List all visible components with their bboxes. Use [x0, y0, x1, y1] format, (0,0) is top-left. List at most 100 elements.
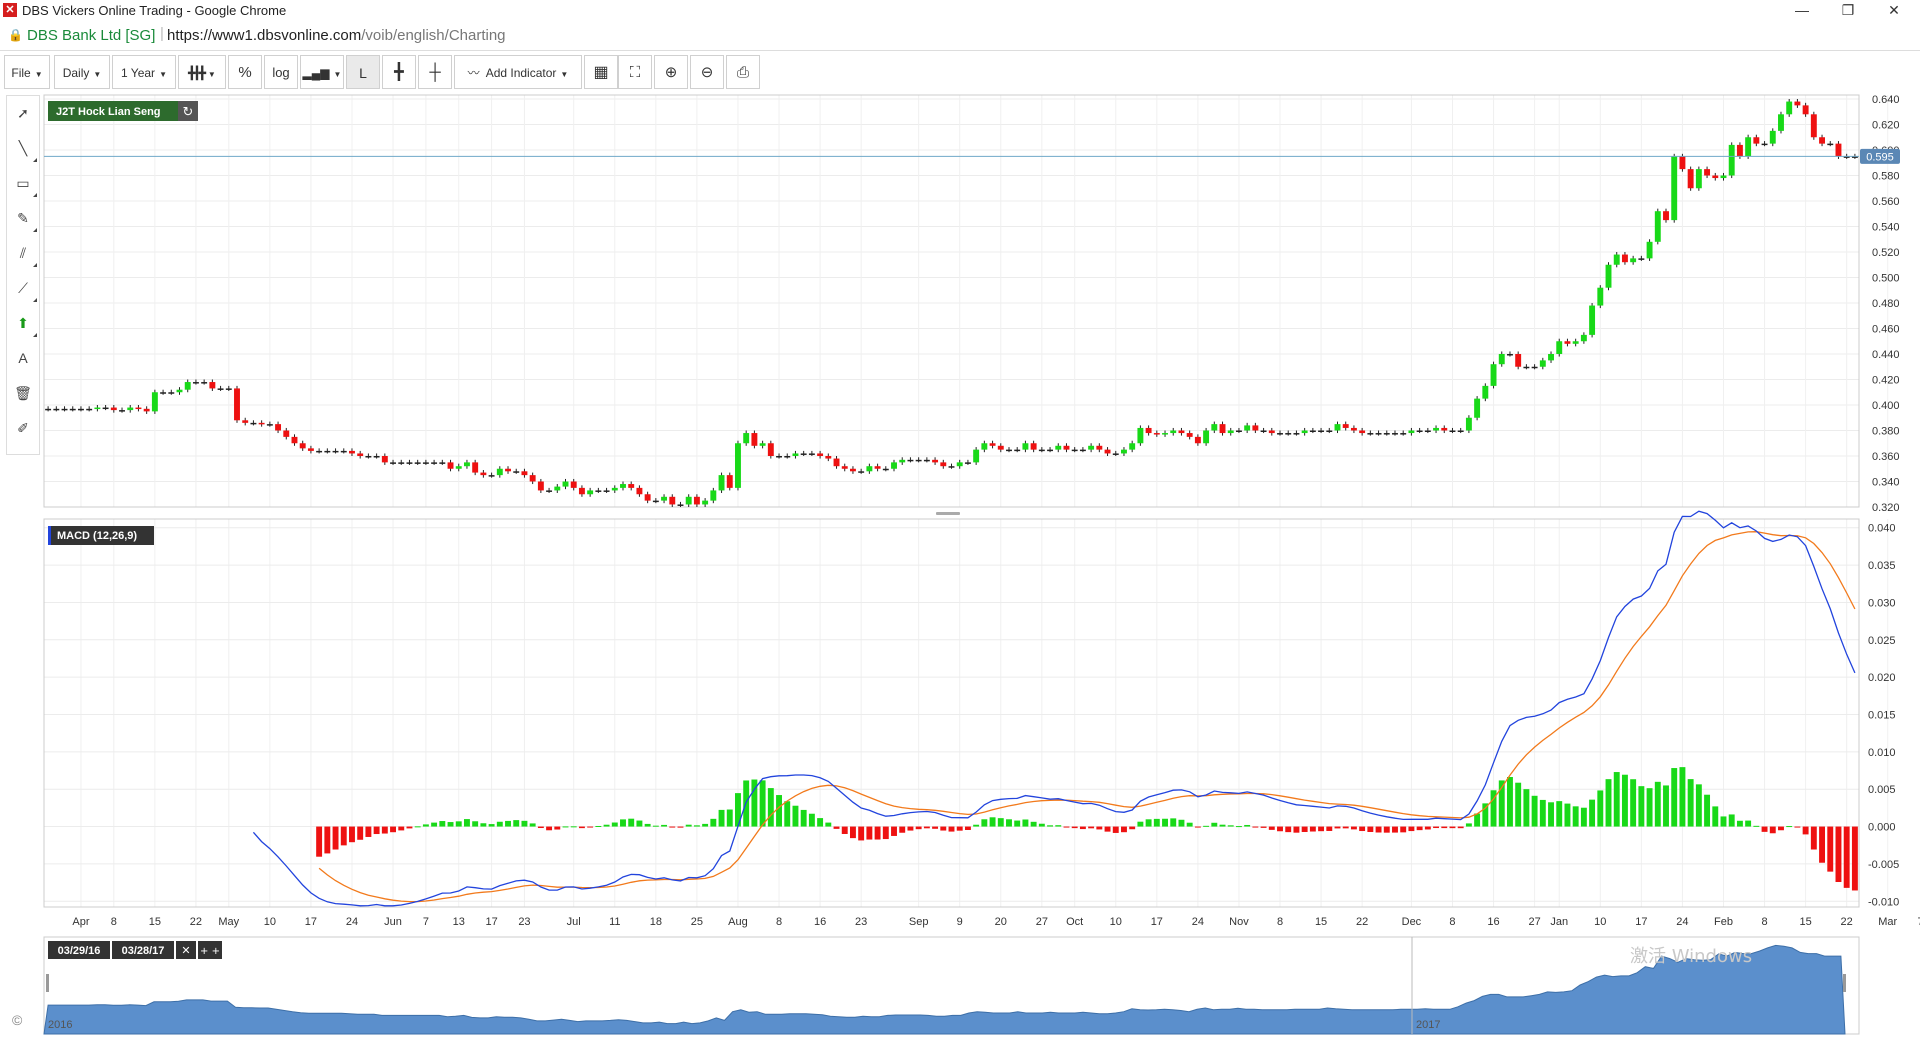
signal-line: [318, 531, 1856, 903]
candle: [275, 421, 282, 434]
candle: [291, 434, 298, 446]
candle: [1063, 443, 1070, 453]
rectangle-tool[interactable]: ▭: [7, 166, 39, 200]
navigator-left-handle[interactable]: [46, 974, 49, 992]
minimize-button[interactable]: —: [1795, 2, 1809, 18]
candle: [513, 468, 520, 474]
candle-body: [1753, 137, 1760, 144]
candle-body: [636, 487, 643, 495]
candle: [611, 485, 618, 493]
trash-icon: 🗑: [14, 385, 32, 401]
panel-resize-handle[interactable]: [936, 512, 960, 515]
fullscreen-button[interactable]: ⛶: [618, 55, 652, 89]
candle-body: [669, 496, 676, 505]
navigator-right-handle[interactable]: [1843, 974, 1846, 992]
candle-body: [53, 408, 60, 411]
log-button[interactable]: log: [264, 55, 298, 89]
candle: [168, 389, 175, 395]
candle: [1786, 99, 1793, 117]
close-button[interactable]: ✕: [1888, 2, 1900, 18]
macd-histogram-bar: [1490, 790, 1497, 827]
candle: [1728, 142, 1735, 179]
candle-body: [398, 462, 405, 464]
macd-histogram-bar: [899, 826, 906, 833]
macd-histogram-bar: [1186, 822, 1193, 827]
fibonacci-tool[interactable]: ⟋: [7, 271, 39, 305]
candle: [1129, 440, 1136, 453]
date-tick-label: 17: [1635, 916, 1647, 928]
refresh-button[interactable]: [178, 101, 198, 121]
pencil-tool[interactable]: ✎: [7, 201, 39, 235]
macd-histogram-bar: [1564, 803, 1571, 827]
candle: [225, 385, 232, 391]
candle-body: [1704, 169, 1711, 176]
expand-range-button[interactable]: [198, 941, 222, 959]
interval-select[interactable]: Daily ▼: [54, 55, 110, 89]
crosshair-button[interactable]: ╋: [382, 55, 416, 89]
address-bar[interactable]: 🔒 DBS Bank Ltd [SG] | https://www1.dbsvo…: [0, 22, 1920, 51]
date-tick-label: 9: [957, 916, 963, 928]
linear-scale-button[interactable]: L: [346, 55, 380, 89]
candle: [1589, 303, 1596, 338]
to-date-box[interactable]: [112, 941, 174, 959]
candle-body: [973, 449, 980, 463]
candle: [1318, 427, 1325, 434]
macd-histogram-bar: [316, 826, 323, 857]
candle-body: [833, 458, 840, 467]
volume-select[interactable]: ▂▄▆ ▼: [300, 55, 344, 89]
date-tick-label: Jul: [567, 916, 581, 928]
candle-body: [1088, 445, 1095, 450]
chart-type-select[interactable]: ╋┃╋ ▼: [178, 55, 226, 89]
candle-body: [529, 475, 536, 482]
macd-histogram-bar: [546, 826, 553, 831]
candle: [1162, 430, 1168, 437]
reset-range-button[interactable]: [176, 941, 196, 959]
add-indicator-button[interactable]: 〰 Add Indicator ▼: [454, 55, 582, 89]
macd-histogram-bar: [324, 826, 331, 854]
candle: [1539, 357, 1546, 370]
candle-body: [997, 445, 1004, 450]
candle-body: [1605, 264, 1612, 288]
text-tool[interactable]: A: [7, 341, 39, 375]
macd-histogram-bar: [513, 820, 520, 827]
range-select[interactable]: 1 Year ▼: [112, 55, 176, 89]
chrome-app-icon: ✕: [3, 3, 17, 17]
zoom-out-button[interactable]: ⊖: [690, 55, 724, 89]
print-button[interactable]: ⎙: [726, 55, 760, 89]
candle-body: [644, 494, 651, 501]
pointer-tool[interactable]: ➚: [7, 96, 39, 130]
arrow-tool[interactable]: ⬆: [7, 306, 39, 340]
parallel-lines-tool[interactable]: ⫽: [7, 236, 39, 270]
crosshair-snap-button[interactable]: ┼: [418, 55, 452, 89]
date-tick-label: 8: [1761, 916, 1767, 928]
percent-button[interactable]: %: [228, 55, 262, 89]
zoom-in-button[interactable]: ⊕: [654, 55, 688, 89]
candle: [702, 498, 709, 507]
windows-watermark: 激活 Windows: [1630, 946, 1752, 967]
file-menu-button[interactable]: File ▼: [4, 55, 50, 89]
eraser-tool[interactable]: ✐: [7, 411, 39, 445]
price-tick-label: 0.620: [1872, 120, 1900, 132]
candle: [390, 459, 396, 465]
url-text[interactable]: https://www1.dbsvonline.com/voib/english…: [167, 27, 506, 44]
window-titlebar: ✕ DBS Vickers Online Trading - Google Ch…: [0, 0, 1920, 22]
macd-histogram-bar: [496, 821, 503, 827]
macd-histogram-bar: [1235, 826, 1242, 828]
candle-body: [1112, 453, 1119, 455]
candle-body: [176, 389, 183, 393]
grid-toggle-button[interactable]: ▦: [584, 55, 618, 89]
delete-drawings-tool[interactable]: 🗑: [7, 376, 39, 410]
price-tick-label: 0.340: [1872, 477, 1900, 489]
restore-button[interactable]: ❐: [1841, 2, 1855, 18]
macd-histogram-bar: [1679, 767, 1686, 827]
macd-histogram-bar: [981, 819, 988, 827]
macd-histogram-bar: [669, 826, 676, 828]
site-identity[interactable]: DBS Bank Ltd [SG]: [27, 27, 156, 44]
from-date-box[interactable]: [48, 941, 110, 959]
date-tick-label: Jun: [384, 916, 402, 928]
candle-body: [677, 504, 684, 506]
line-tool[interactable]: ╲: [7, 131, 39, 165]
submenu-corner-icon: [33, 228, 37, 232]
macd-histogram-bar: [1170, 818, 1177, 827]
